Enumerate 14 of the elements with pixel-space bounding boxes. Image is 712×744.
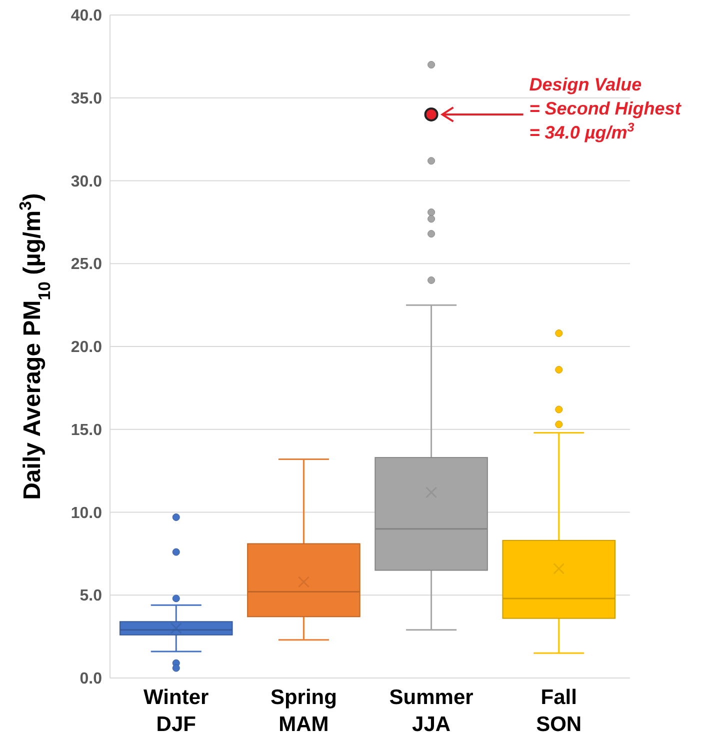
x-tick-label: Spring MAM [270, 686, 337, 736]
y-tick-label: 0.0 [80, 670, 102, 688]
annotation: Design Value = Second Highest = 34.0 µg/m$^{3}$ [529, 74, 682, 142]
y-tick-label: 35.0 [70, 90, 102, 108]
y-tick-label: 5.0 [80, 588, 102, 605]
y-tick-label: 10.0 [70, 504, 102, 522]
x-tick-label: Fall SON [536, 686, 582, 736]
y-tick-label: 15.0 [70, 422, 102, 439]
x-tick-label: Winter DJF [144, 686, 209, 736]
y-tick-label: 30.0 [70, 173, 102, 190]
y-tick-label: 20.0 [70, 339, 102, 356]
y-tick-label: 40.0 [70, 8, 102, 25]
y-tick-label: 25.0 [70, 256, 102, 274]
x-tick-label: Summer JJA [389, 686, 474, 736]
